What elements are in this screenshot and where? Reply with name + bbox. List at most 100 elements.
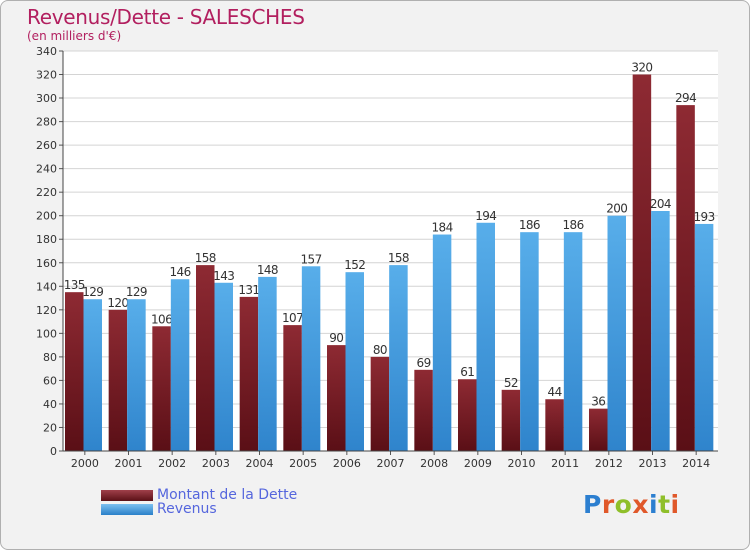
x-tick-label: 2002 <box>158 457 186 470</box>
legend-item-dette: Montant de la Dette <box>101 488 297 503</box>
bar-revenus <box>563 232 583 451</box>
data-label-revenus: 129 <box>126 285 147 299</box>
bar-dette <box>632 74 652 451</box>
data-label-dette: 294 <box>675 91 696 105</box>
data-label-revenus: 129 <box>82 285 103 299</box>
legend-label-revenus: Revenus <box>157 501 217 517</box>
bar-revenus <box>520 232 539 451</box>
data-label-revenus: 194 <box>475 209 496 223</box>
bar-dette <box>414 369 433 451</box>
data-label-dette: 90 <box>329 331 343 345</box>
x-tick-label: 2000 <box>71 457 99 470</box>
bar-revenus <box>170 279 190 451</box>
data-label-revenus: 193 <box>694 210 715 224</box>
proxiti-logo: Proxiti <box>583 490 680 519</box>
data-label-revenus: 184 <box>432 221 453 235</box>
chart-title: Revenus/Dette - SALESCHES <box>27 5 305 29</box>
data-label-dette: 61 <box>460 365 474 379</box>
chart-subtitle: (en milliers d'€) <box>27 29 122 43</box>
bar-revenus <box>258 276 277 451</box>
x-tick-label: 2009 <box>464 457 492 470</box>
y-tick-label: 100 <box>36 327 57 340</box>
y-tick-label: 20 <box>43 421 57 434</box>
x-tick-label: 2008 <box>420 457 448 470</box>
legend-swatch-revenus <box>101 504 153 515</box>
x-tick-label: 2004 <box>246 457 274 470</box>
data-label-revenus: 200 <box>606 202 627 216</box>
y-tick-label: 320 <box>36 69 57 82</box>
bar-revenus <box>127 299 146 451</box>
data-label-revenus: 146 <box>170 265 191 279</box>
x-tick-label: 2012 <box>595 457 623 470</box>
data-label-revenus: 157 <box>301 252 322 266</box>
bar-dette <box>370 356 390 451</box>
data-label-dette: 36 <box>591 395 605 409</box>
x-tick-label: 2014 <box>682 457 710 470</box>
x-tick-label: 2007 <box>377 457 405 470</box>
y-tick-label: 140 <box>36 280 57 293</box>
bar-dette <box>108 309 128 451</box>
data-label-revenus: 148 <box>257 263 278 277</box>
x-tick-label: 2010 <box>508 457 536 470</box>
data-label-dette: 80 <box>373 343 387 357</box>
bar-dette <box>65 292 84 451</box>
data-label-dette: 135 <box>64 278 85 292</box>
bar-dette <box>283 325 302 451</box>
data-label-dette: 52 <box>504 376 518 390</box>
logo-letter: t <box>658 490 671 519</box>
x-tick-label: 2013 <box>639 457 667 470</box>
bar-dette <box>545 399 564 451</box>
bar-revenus <box>607 215 626 451</box>
legend-label-dette: Montant de la Dette <box>157 487 298 503</box>
x-tick-label: 2005 <box>289 457 317 470</box>
logo-letter: x <box>632 490 649 519</box>
logo-letter: i <box>649 490 659 519</box>
bar-dette <box>196 265 215 451</box>
bar-revenus <box>651 211 670 451</box>
data-label-dette: 120 <box>107 296 128 310</box>
x-tick-label: 2011 <box>551 457 579 470</box>
logo-letter: P <box>583 490 602 519</box>
data-label-dette: 131 <box>238 283 259 297</box>
bar-revenus <box>301 266 321 451</box>
y-tick-label: 180 <box>36 233 57 246</box>
bar-revenus <box>389 265 408 451</box>
data-label-revenus: 143 <box>213 269 234 283</box>
y-tick-label: 260 <box>36 139 57 152</box>
bar-dette <box>239 296 259 451</box>
y-tick-label: 220 <box>36 186 57 199</box>
bar-dette <box>152 326 171 451</box>
y-tick-label: 80 <box>43 351 57 364</box>
bar-dette <box>589 408 608 451</box>
y-tick-label: 0 <box>50 445 57 458</box>
y-tick-label: 40 <box>43 398 57 411</box>
data-label-dette: 107 <box>282 311 303 325</box>
bar-revenus <box>694 223 714 451</box>
y-tick-label: 280 <box>36 116 57 129</box>
data-label-dette: 320 <box>631 61 652 75</box>
data-label-revenus: 152 <box>344 258 365 272</box>
legend-swatch-dette <box>101 490 153 501</box>
data-label-revenus: 204 <box>650 197 671 211</box>
y-tick-label: 200 <box>36 210 57 223</box>
x-tick-label: 2001 <box>115 457 143 470</box>
logo-letter: i <box>670 490 680 519</box>
data-label-revenus: 186 <box>563 218 584 232</box>
data-label-dette: 158 <box>195 251 216 265</box>
data-label-revenus: 158 <box>388 251 409 265</box>
bar-revenus <box>432 234 452 451</box>
y-tick-label: 300 <box>36 92 57 105</box>
logo-letter: r <box>601 490 615 519</box>
y-tick-label: 240 <box>36 163 57 176</box>
x-tick-label: 2003 <box>202 457 230 470</box>
bar-revenus <box>345 272 364 451</box>
bar-dette <box>676 105 695 451</box>
data-label-dette: 44 <box>548 385 562 399</box>
y-tick-label: 120 <box>36 304 57 317</box>
bar-dette <box>327 345 346 451</box>
y-tick-label: 160 <box>36 257 57 270</box>
bar-revenus <box>214 282 233 451</box>
logo-letter: o <box>614 490 633 519</box>
data-label-revenus: 186 <box>519 218 540 232</box>
